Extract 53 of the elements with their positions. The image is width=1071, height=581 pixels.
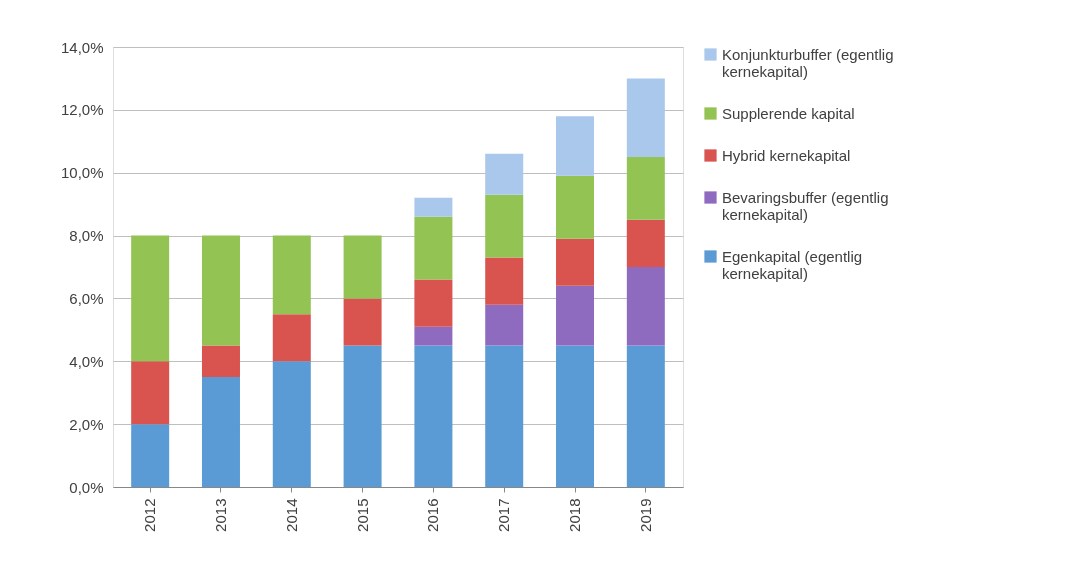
bar [556,116,595,176]
bar [414,279,453,327]
bar [272,314,311,362]
bar [485,345,524,487]
bar [131,361,170,425]
bar [485,257,524,305]
bar [626,78,665,157]
bar [626,345,665,487]
bar [485,304,524,346]
bar [343,345,382,487]
y-tick-label: 14,0% [60,38,104,56]
bar [485,194,524,258]
x-tick-label: 2016 [424,498,442,532]
bar [556,175,595,239]
x-tick-label: 2018 [566,498,584,532]
bar [343,298,382,346]
bar [414,197,453,217]
bar [131,235,170,362]
bar [201,345,240,377]
x-tick-label: 2015 [353,498,371,532]
bar [485,153,524,195]
y-tick-label: 6,0% [69,289,104,307]
x-tick-label: 2012 [141,498,159,532]
bar [626,157,665,220]
bar [556,345,595,487]
bar [556,285,595,346]
y-tick-label: 4,0% [69,352,104,370]
legend-label: Bevaringsbuffer (egentlig kernekapital) [722,188,889,223]
x-tick-label: 2013 [211,498,229,532]
legend-label: Hybrid kernekapital [722,146,851,164]
bar [201,377,240,487]
x-tick-label: 2019 [636,498,654,532]
bar [201,235,240,346]
bar [626,267,665,346]
legend-label: Konjunkturbuffer (egentlig kernekapital) [722,45,894,80]
y-tick-label: 2,0% [69,415,104,433]
bar [414,345,453,487]
bar [414,326,453,346]
bar [343,235,382,299]
bar [131,424,170,487]
y-tick-label: 0,0% [69,478,104,496]
y-tick-label: 10,0% [60,164,104,182]
y-tick-label: 12,0% [60,101,104,119]
bar [272,361,311,487]
legend-label: Egenkapital (egentlig kernekapital) [722,247,863,282]
bar [414,216,453,280]
bar [626,219,665,267]
bar [272,235,311,315]
legend-label: Supplerende kapital [722,104,855,122]
x-tick-label: 2014 [282,498,300,532]
x-tick-label: 2017 [495,498,513,532]
bar [556,238,595,286]
y-tick-label: 8,0% [69,227,104,245]
